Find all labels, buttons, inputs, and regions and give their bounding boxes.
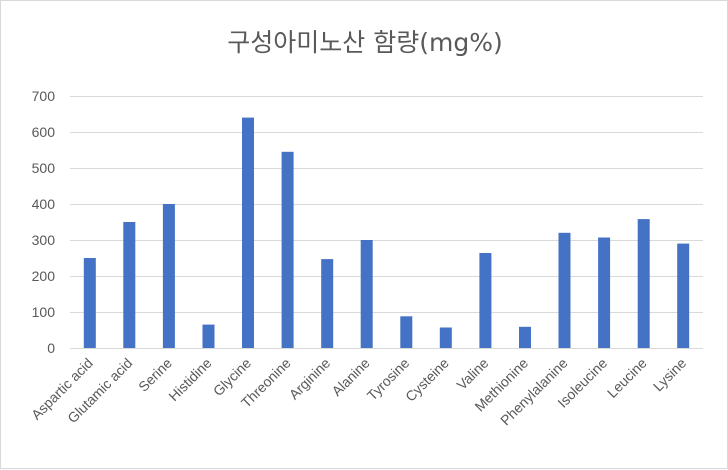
bar [321, 259, 334, 348]
bar [637, 219, 650, 348]
x-tick-label: Valine [453, 355, 491, 393]
x-tick-label: Arginine [286, 355, 334, 403]
bar [83, 258, 96, 348]
bar [360, 240, 373, 348]
bars [83, 117, 690, 348]
chart-title: 구성아미노산 함량(mg%) [227, 28, 503, 57]
bar [439, 327, 452, 348]
bar [400, 316, 413, 348]
x-tick-label: Leucine [604, 355, 650, 401]
gridlines [70, 96, 703, 349]
y-tick-label: 500 [32, 160, 56, 176]
y-tick-label: 0 [47, 340, 55, 356]
y-tick-label: 300 [32, 232, 56, 248]
y-axis-ticks: 0 100 200 300 400 500 600 700 [32, 88, 56, 356]
y-tick-label: 100 [32, 304, 56, 320]
bar [677, 243, 690, 348]
bar [598, 237, 611, 348]
bar [202, 324, 215, 348]
x-tick-label: Histidine [165, 355, 214, 404]
bar [558, 232, 571, 348]
x-tick-label: Cysteine [402, 355, 452, 405]
bar [242, 117, 254, 348]
bar [123, 222, 136, 348]
y-tick-label: 600 [32, 124, 56, 140]
y-tick-label: 400 [32, 196, 56, 212]
y-tick-label: 700 [32, 88, 56, 104]
x-tick-label: Lysine [650, 355, 690, 395]
bar [519, 326, 531, 348]
y-tick-label: 200 [32, 268, 56, 284]
bar [281, 151, 294, 348]
bar [162, 204, 175, 348]
bar [479, 253, 492, 348]
